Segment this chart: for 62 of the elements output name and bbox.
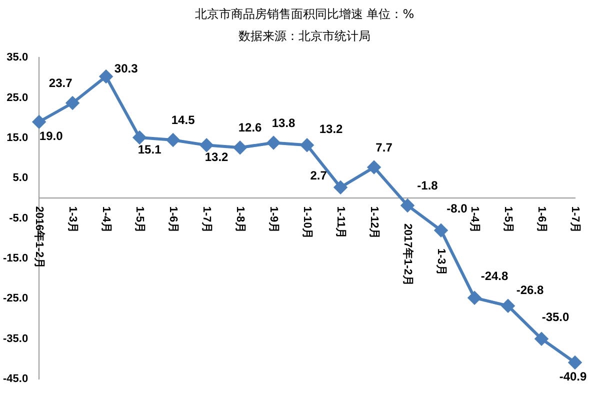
chart-subtitle: 数据来源：北京市统计局 xyxy=(238,28,372,45)
point xyxy=(234,141,247,154)
text: -24.8 xyxy=(480,268,508,283)
x-tick-label: 1-5月 xyxy=(134,206,146,234)
text: 7.7 xyxy=(376,140,392,154)
text: -40.9 xyxy=(559,370,587,384)
point xyxy=(434,224,448,237)
text: 13.2 xyxy=(204,150,228,164)
point xyxy=(166,133,180,146)
point xyxy=(66,96,80,110)
y-tick-label: -15.0 xyxy=(2,252,28,265)
x-tick-label: 1-10月 xyxy=(301,206,314,240)
x-tick-label: 1-11月 xyxy=(334,206,346,239)
point xyxy=(267,136,280,150)
point xyxy=(133,131,146,144)
chart-title: 北京市商品房销售面积同比增速 单位：% xyxy=(194,6,416,23)
point xyxy=(401,198,414,212)
y-tick-label: -25.0 xyxy=(2,292,28,305)
text: 30.3 xyxy=(114,61,138,76)
x-tick-label: 1-3月 xyxy=(434,248,447,276)
text: 23.7 xyxy=(48,76,72,90)
text: 13.8 xyxy=(272,116,296,130)
point xyxy=(32,115,46,128)
text: -26.8 xyxy=(516,282,544,297)
text: 15.1 xyxy=(138,142,162,157)
text: -35.0 xyxy=(542,310,570,324)
point xyxy=(468,291,482,304)
x-tick-label: 2016年1-2月 xyxy=(33,206,46,269)
point xyxy=(200,138,214,152)
text: 12.6 xyxy=(238,120,262,135)
y-tick-label: 15.0 xyxy=(6,132,28,144)
text: 14.5 xyxy=(171,112,195,127)
x-tick-label: 1-9月 xyxy=(268,206,280,234)
x-tick-label: 1-8月 xyxy=(234,206,246,234)
text: -1.8 xyxy=(417,178,438,192)
point xyxy=(535,332,548,346)
y-tick-label: 35.0 xyxy=(6,52,28,64)
y-tick-label: -45.0 xyxy=(2,373,28,386)
x-tick-label: 1-7月 xyxy=(568,206,581,234)
y-tick-label: -35.0 xyxy=(2,332,28,345)
point xyxy=(502,299,515,312)
x-tick-label: 1-6月 xyxy=(535,206,548,234)
x-tick-label: 1-4月 xyxy=(468,206,480,234)
y-tick-label: -5.0 xyxy=(9,212,28,224)
x-tick-label: 1-7月 xyxy=(200,206,213,234)
x-tick-label: 1-12月 xyxy=(368,206,380,240)
text: -8.0 xyxy=(446,201,468,216)
point xyxy=(334,180,348,194)
point xyxy=(568,356,582,370)
point xyxy=(368,160,381,174)
x-tick-label: 1-5月 xyxy=(502,206,514,234)
y-tick-label: 25.0 xyxy=(6,92,28,104)
point xyxy=(100,70,113,83)
text: 2.7 xyxy=(310,168,327,182)
x-tick-label: 2017年1-2月 xyxy=(401,223,414,286)
x-tick-label: 1-6月 xyxy=(167,206,180,234)
x-tick-label: 1-4月 xyxy=(100,206,112,234)
point xyxy=(300,138,314,152)
text: 13.2 xyxy=(319,122,343,136)
text: 19.0 xyxy=(39,128,63,143)
y-tick-label: 5.0 xyxy=(12,172,28,184)
x-tick-label: 1-3月 xyxy=(66,206,79,234)
